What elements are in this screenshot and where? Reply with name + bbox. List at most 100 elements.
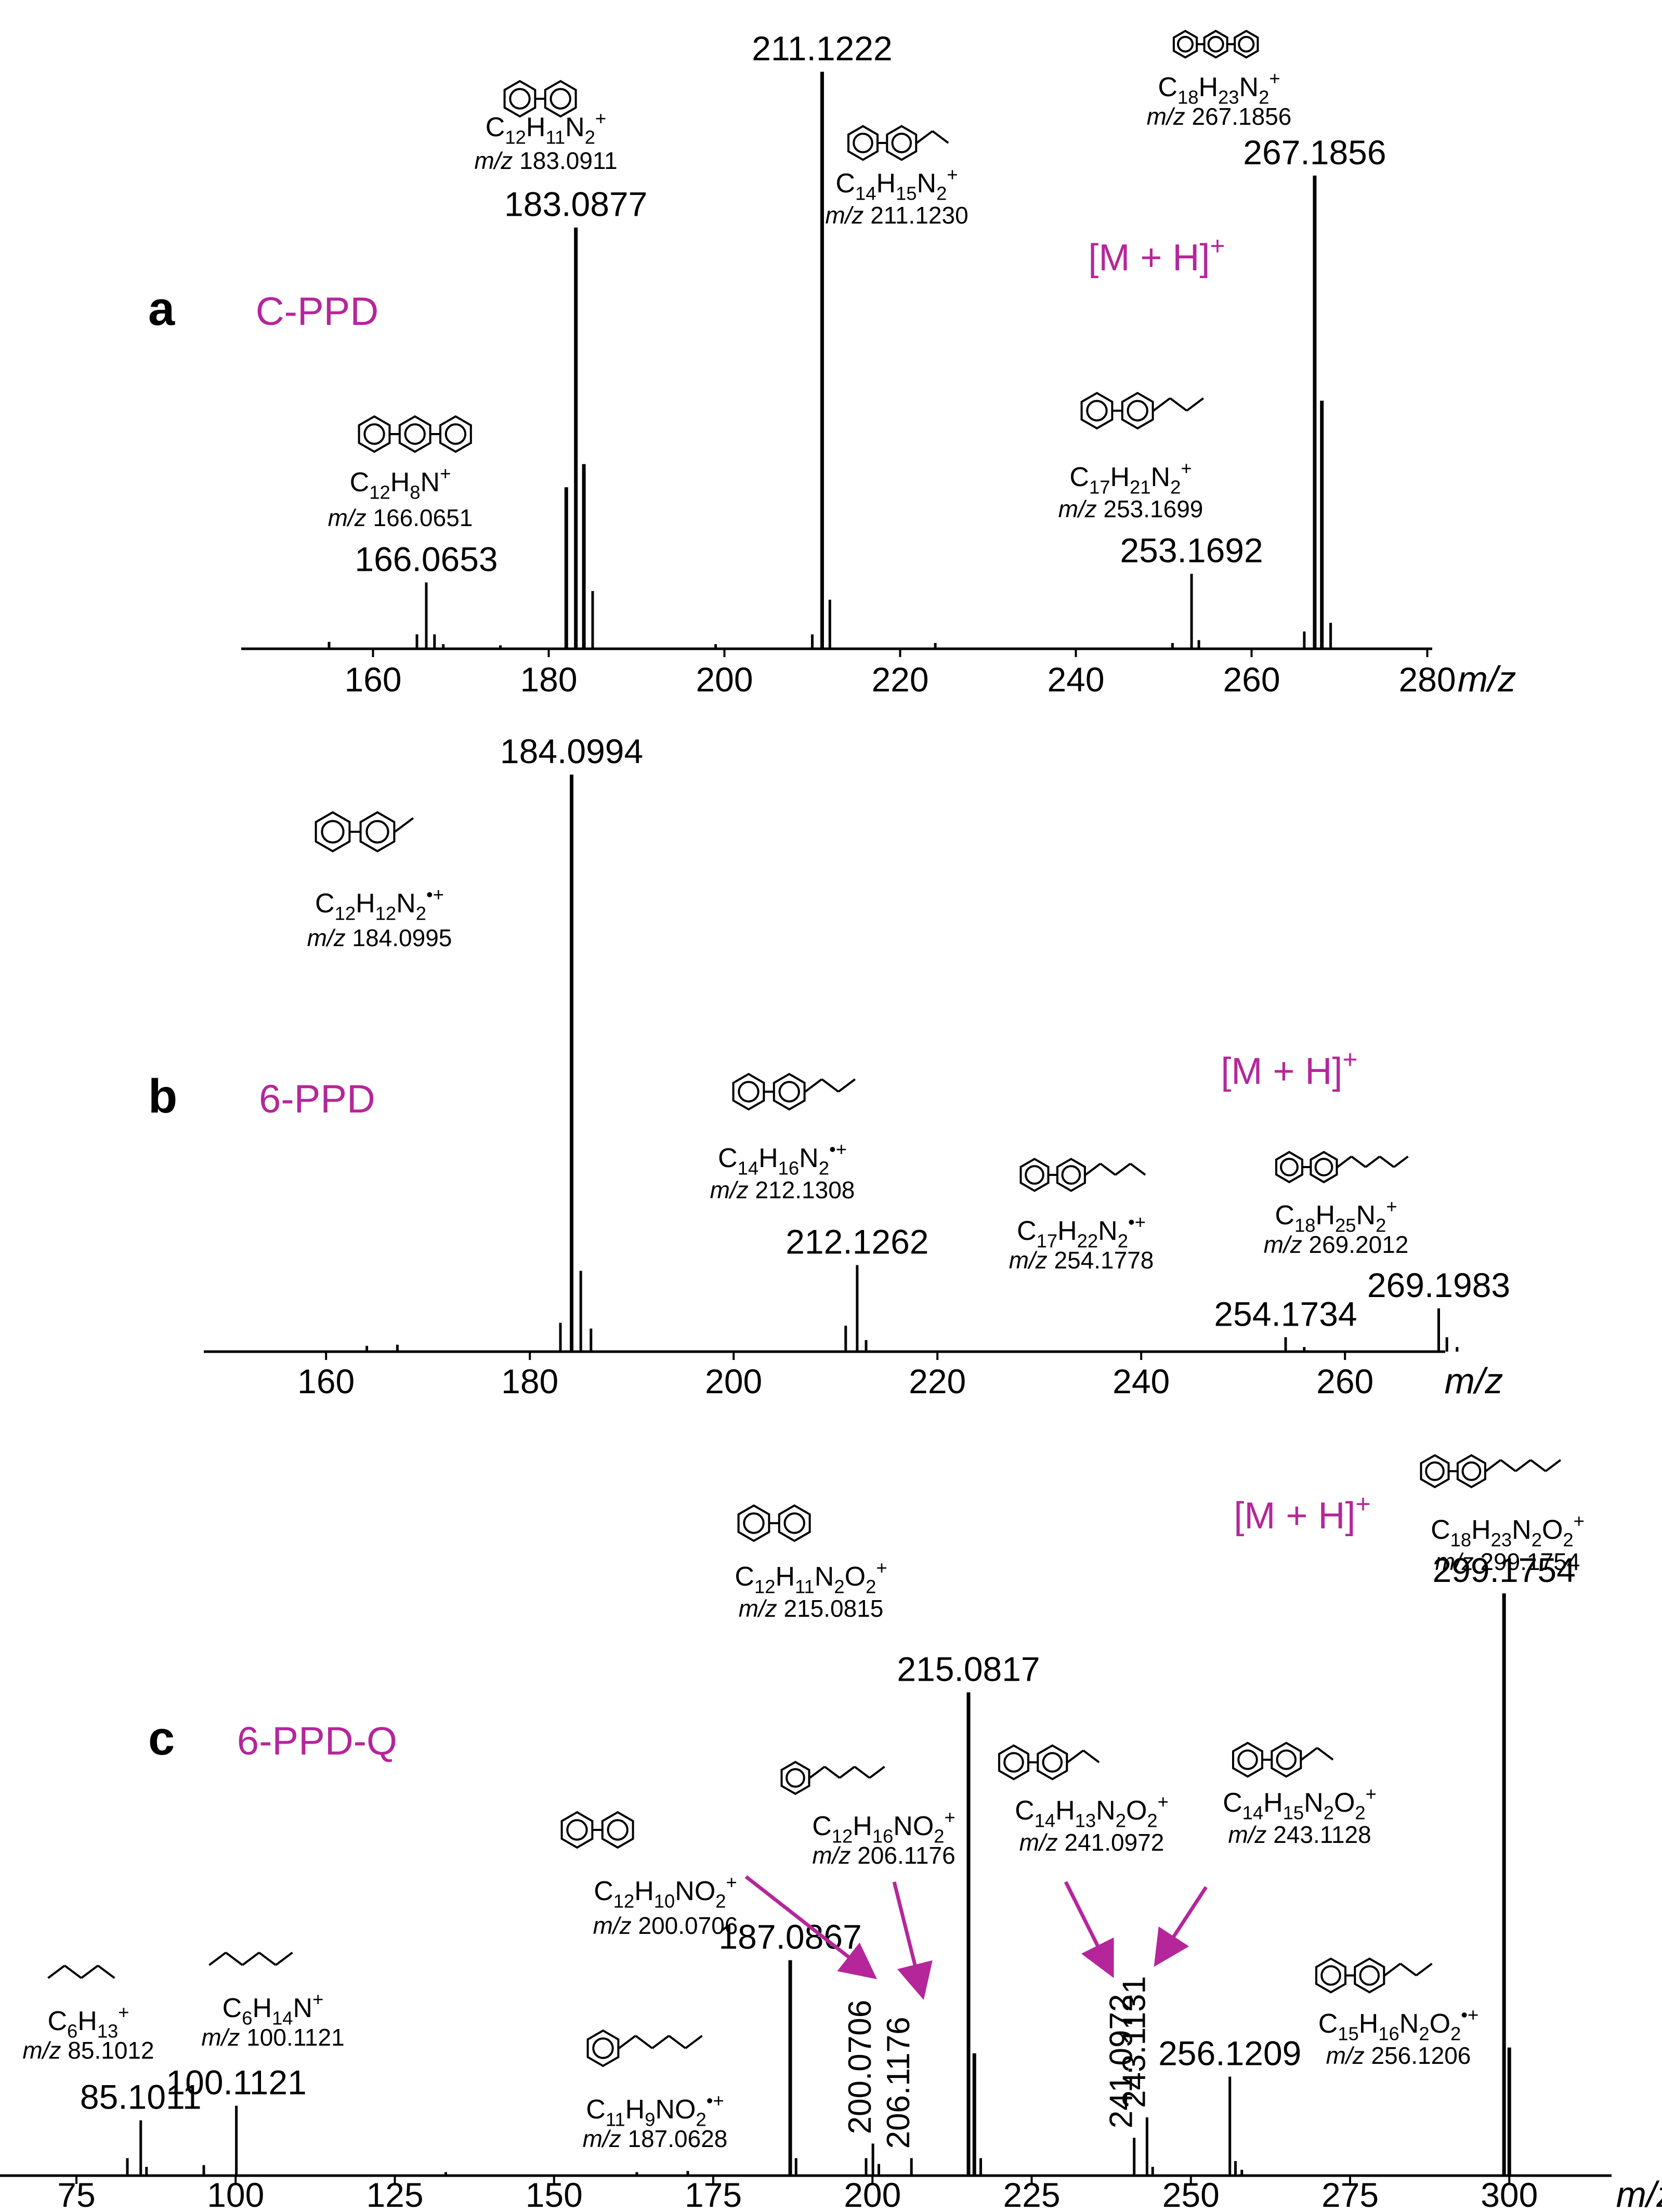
panel-a-tick-label: 240 — [1047, 660, 1104, 699]
panel-c-ion-5-structure-icon-chain — [869, 1765, 885, 1779]
panel-b-ion-2-formula: C14H16N2•+ — [718, 1138, 847, 1179]
panel-a-ion-3-structure-icon — [847, 125, 949, 161]
panel-a-ion-3-structure-icon-ring-1-aromatic — [853, 133, 873, 153]
panel-a-peak-label: 253.1692 — [1120, 531, 1263, 570]
panel-b-ion-4-structure-icon-chain — [1337, 1156, 1352, 1168]
panel-b-ion-1-formula: C12H12N2•+ — [315, 884, 444, 924]
panel-c-ion-2-structure-icon-chain — [258, 1952, 277, 1966]
panel-b-ion-4-formula: C18H25N2+ — [1275, 1196, 1397, 1236]
panel-c-ion-10-formula: C18H23N2O2+ — [1431, 1510, 1585, 1550]
panel-a-tick-label: 200 — [696, 660, 753, 699]
panel-c-tick-label: 150 — [526, 2176, 583, 2212]
panel-c-ion-9-structure-icon-ring-2 — [1354, 1957, 1385, 1994]
panel-c-ion-6-structure-icon-ring-1-aromatic — [743, 1512, 765, 1534]
panel-b-ion-1-structure-icon-ring-2 — [359, 811, 396, 853]
panel-b-ion-2-structure-icon-ring-1-aromatic — [738, 1081, 760, 1103]
panel-c-ion-2-formula: C6H14N+ — [223, 1988, 324, 2028]
panel-c-ion-8-structure-icon-ring-1-aromatic — [1237, 1749, 1258, 1770]
panel-c-ion-10-structure-icon-chain — [1530, 1459, 1547, 1472]
panel-b-ion-4-structure-icon-ring-2 — [1310, 1150, 1338, 1184]
panel-b-ion-2-mz: m/z 212.1308 — [710, 1176, 855, 1203]
panel-b-ion-3-structure-icon-ring-1-aromatic — [1025, 1165, 1044, 1185]
panel-b-ion-2-structure-icon-ring-2 — [773, 1072, 806, 1111]
panel-c-ion-9-structure-icon-ring-2-aromatic — [1359, 1965, 1380, 1986]
panel-c-ion-3-formula: C11H9NO2•+ — [586, 2090, 724, 2130]
panel-a-ion-1-structure-icon-ring-1-aromatic — [363, 423, 385, 445]
panel-c-ion-2-structure-icon-chain — [208, 1952, 227, 1966]
panel-c-ion-3-structure-icon-chain — [668, 2035, 686, 2049]
panel-c-ion-10-structure-icon-chain — [1515, 1459, 1532, 1472]
panel-b-ion-4-structure-icon-chain — [1379, 1156, 1395, 1168]
panel-c-x-axis-title: m/z — [1616, 2174, 1662, 2212]
panel-b-ion-3-formula: C17H22N2•+ — [1017, 1211, 1146, 1251]
panel-a-ion-5-structure-icon-ring-3 — [1234, 30, 1259, 59]
panel-c-ion-3-structure-icon-ring-1 — [586, 2029, 620, 2067]
panel-a-ion-1-mz: m/z 166.0651 — [328, 504, 473, 531]
panel-b-ion-2-structure-icon-chain — [821, 1078, 840, 1093]
panel-c-ion-1-structure-icon-chain — [97, 1965, 115, 1979]
panel-c-ion-8-structure-icon-chain — [1301, 1747, 1318, 1761]
panel-a-ion-4-structure-icon-ring-1 — [1080, 391, 1114, 430]
panel-a-ion-3-structure-icon-chain — [916, 130, 933, 144]
panel-a-ion-1-formula: C12H8N+ — [350, 463, 451, 503]
panel-c-tick-label: 200 — [844, 2176, 901, 2212]
panel-c-ion-8-structure-icon-ring-2 — [1271, 1742, 1302, 1778]
panel-b-molecular-ion-label: [M + H]+ — [1221, 1045, 1357, 1092]
panel-c-ion-9-structure-icon-ring-1 — [1315, 1957, 1346, 1994]
panel-c-ion-3-structure-icon-chain — [635, 2035, 653, 2049]
panel-c-ion-10-structure-icon-ring-2-aromatic — [1461, 1461, 1482, 1481]
panel-c-peak-label: 100.1121 — [166, 2063, 306, 2102]
panel-a-ion-2-structure-icon-ring-2 — [544, 80, 577, 118]
fragment-arrow — [1064, 1881, 1114, 1979]
panel-a-tick-label: 220 — [871, 660, 928, 699]
panel-c-ion-6-structure-icon — [737, 1504, 811, 1542]
panel-c-ion-3-structure-icon-ring-1-aromatic — [592, 2037, 614, 2059]
panel-c-ion-5-mz: m/z 206.1176 — [812, 1842, 955, 1869]
panel-b-ion-1-structure-icon-ring-1-aromatic — [321, 820, 345, 844]
panel-c-ion-7-structure-icon-ring-2-aromatic — [1042, 1752, 1063, 1773]
panel-c-ion-2-structure-icon-chain — [225, 1952, 243, 1966]
panel-c-ion-7-structure-icon-ring-1-aromatic — [1003, 1752, 1024, 1773]
panel-c-peak-label: 243.1131 — [1116, 1976, 1152, 2108]
panel-a-ion-1-structure-icon-ring-2 — [398, 415, 431, 453]
panel-b-tick-label: 160 — [297, 1362, 355, 1401]
panel-a-ion-3-structure-icon-chain — [932, 130, 949, 144]
panel-c-ion-5-structure-icon-chain — [839, 1765, 856, 1779]
panel-a-ion-4-formula: C17H21N2+ — [1069, 457, 1192, 498]
panel-a-ion-4-structure-icon-chain — [1169, 397, 1188, 412]
panel-a-ion-5-structure-icon-ring-1-aromatic — [1176, 35, 1194, 53]
panel-b-ion-2-structure-icon — [732, 1072, 856, 1111]
panel-c-ion-6-structure-icon-ring-2-aromatic — [783, 1512, 805, 1534]
panel-c-peak-label: 215.0817 — [897, 1650, 1040, 1688]
panel-c-peak-label: 200.0706 — [842, 2000, 878, 2135]
panel-c-ion-6-structure-icon-ring-2 — [778, 1504, 811, 1542]
panel-a-ion-1-structure-icon-ring-1 — [358, 415, 391, 453]
panel-c-molecular-ion-label: [M + H]+ — [1234, 1489, 1370, 1537]
panel-c-ion-1-structure-icon-chain — [81, 1965, 99, 1979]
panel-a-ion-4-structure-icon — [1080, 391, 1205, 430]
panel-c-ion-9-structure-icon-ring-1-aromatic — [1320, 1965, 1341, 1986]
panel-b-ion-2-structure-icon-ring-1 — [732, 1072, 765, 1111]
panel-c-ion-4-structure-icon-ring-1 — [560, 1811, 594, 1849]
panel-c-ion-10-structure-icon-chain — [1545, 1459, 1562, 1472]
panel-c-ion-3-structure-icon-chain — [618, 2035, 636, 2049]
panel-c-peak-label: 241.0972 — [1104, 1994, 1140, 2129]
panel-c-ion-5-structure-icon-chain — [854, 1765, 870, 1779]
panel-c-ion-7-structure-icon-chain — [1082, 1749, 1100, 1763]
panel-c-ion-1-structure-icon — [47, 1965, 115, 1979]
panel-b-ion-4-structure-icon-ring-1 — [1275, 1150, 1303, 1184]
panel-c-ion-8-structure-icon-ring-2-aromatic — [1276, 1749, 1297, 1770]
panel-b-ion-4-structure-icon — [1275, 1150, 1409, 1184]
panel-b-ion-1-mz: m/z 184.0995 — [307, 924, 452, 951]
panel-a-molecular-ion-label: [M + H]+ — [1088, 231, 1225, 279]
panel-c-ion-10-structure-icon-chain — [1500, 1459, 1516, 1472]
panel-a-ion-3-structure-icon-ring-2 — [886, 125, 918, 161]
panel-a-label: a — [148, 282, 175, 335]
panel-c-tick-label: 225 — [1003, 2176, 1060, 2212]
panel-c-ion-1-mz: m/z 85.1012 — [22, 2037, 154, 2064]
panel-c-ion-2-structure-icon — [208, 1952, 293, 1966]
panel-c-peak-label: 85.1011 — [80, 2078, 202, 2116]
panel-b-x-axis-title: m/z — [1445, 1360, 1503, 1401]
panel-a-ion-2-formula: C12H11N2+ — [486, 108, 606, 148]
